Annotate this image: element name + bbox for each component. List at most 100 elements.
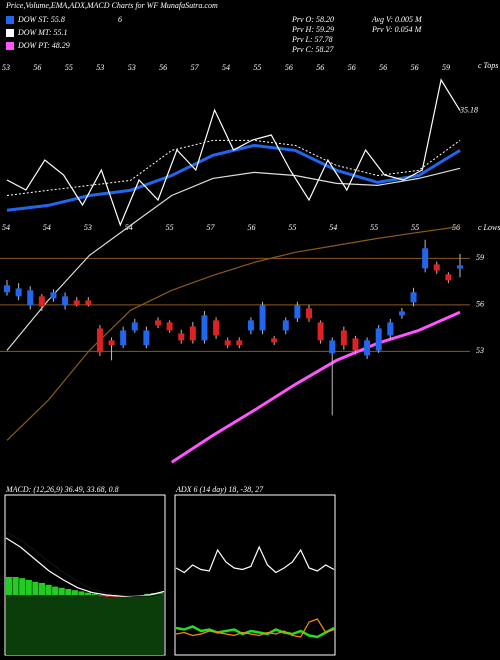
candle-body bbox=[387, 322, 394, 336]
line bbox=[5, 531, 165, 597]
candle-body bbox=[96, 328, 103, 353]
top-label: 56 bbox=[411, 63, 419, 72]
top-label: 55 bbox=[253, 63, 261, 72]
candle-body bbox=[364, 340, 371, 356]
legend-label: DOW PT: 48.29 bbox=[17, 41, 70, 50]
histogram-bar bbox=[144, 593, 151, 595]
top-label: 55 bbox=[65, 63, 73, 72]
line bbox=[6, 78, 461, 227]
candle-body bbox=[398, 311, 405, 316]
histogram-bar bbox=[104, 595, 111, 597]
candle-body bbox=[445, 274, 452, 281]
top-label: 54 bbox=[222, 63, 230, 72]
histogram-bar bbox=[52, 586, 59, 595]
candle-body bbox=[85, 300, 92, 305]
low-label: 55 bbox=[411, 223, 419, 232]
histogram-bar bbox=[78, 591, 85, 595]
line bbox=[175, 545, 335, 574]
lows-label: c Lows bbox=[478, 223, 500, 232]
line bbox=[6, 139, 461, 196]
candle-body bbox=[329, 340, 336, 354]
candle-body bbox=[108, 340, 115, 346]
top-label: 57 bbox=[191, 63, 200, 72]
histogram-bar bbox=[6, 577, 13, 595]
candle-body bbox=[166, 322, 173, 331]
histogram-bar bbox=[91, 593, 98, 595]
low-label: 54 bbox=[2, 223, 10, 232]
low-label: 55 bbox=[370, 223, 378, 232]
top-label: 56 bbox=[285, 63, 293, 72]
candle-body bbox=[155, 320, 161, 326]
legend-label: DOW MT: 55.1 bbox=[17, 28, 68, 37]
candle-body bbox=[317, 322, 324, 341]
candle-body bbox=[27, 290, 34, 306]
candle-body bbox=[213, 320, 220, 336]
level-label: 59 bbox=[476, 253, 484, 262]
candle-body bbox=[306, 308, 312, 319]
top-label: 53 bbox=[96, 63, 104, 72]
candle-body bbox=[259, 305, 266, 331]
top-label: 56 bbox=[159, 63, 167, 72]
stat: Prv V: 0.054 M bbox=[371, 25, 423, 34]
candle-body bbox=[38, 296, 45, 307]
histogram-bar bbox=[98, 595, 105, 597]
candle-body bbox=[433, 264, 440, 271]
candle-body bbox=[236, 340, 243, 346]
low-label: 54 bbox=[329, 223, 337, 232]
histogram-bar bbox=[19, 578, 26, 595]
legend-swatch bbox=[6, 42, 14, 50]
histogram-bar bbox=[25, 580, 32, 595]
candle-body bbox=[201, 315, 208, 341]
adx-title: ADX 6 (14 day) 18, -38, 27 bbox=[175, 485, 264, 494]
candle-body bbox=[457, 265, 463, 269]
stat: Prv C: 58.27 bbox=[291, 45, 335, 54]
candle-body bbox=[143, 330, 150, 346]
top-label: 56 bbox=[348, 63, 356, 72]
histogram-bar bbox=[45, 584, 52, 595]
top-label: 56 bbox=[33, 63, 41, 72]
candle-body bbox=[375, 328, 382, 351]
level-label: 56 bbox=[476, 300, 484, 309]
top-label: 56 bbox=[379, 63, 387, 72]
candle-body bbox=[422, 248, 429, 269]
line bbox=[170, 310, 461, 464]
stat: Prv H: 59.29 bbox=[291, 25, 334, 34]
candle-body bbox=[50, 292, 57, 299]
last-value-label: 35.18 bbox=[459, 105, 478, 114]
candle-body bbox=[189, 326, 196, 341]
level-label: 53 bbox=[476, 346, 484, 355]
line bbox=[6, 167, 461, 351]
line bbox=[175, 625, 335, 639]
top-label: 56 bbox=[316, 63, 324, 72]
macd-bg bbox=[6, 595, 164, 655]
histogram-bar bbox=[38, 583, 45, 595]
tops-label: c Tops bbox=[478, 61, 498, 70]
top-label: 53 bbox=[128, 63, 136, 72]
candle-body bbox=[178, 333, 185, 341]
candle-body bbox=[271, 338, 278, 343]
candle-body bbox=[352, 338, 359, 351]
candle-body bbox=[4, 285, 10, 293]
stat: Prv L: 57.78 bbox=[291, 35, 333, 44]
histogram-bar bbox=[58, 587, 65, 595]
histogram-bar bbox=[65, 589, 72, 595]
candle-body bbox=[120, 330, 127, 346]
legend-swatch bbox=[6, 16, 14, 24]
legend-note: 6 bbox=[118, 15, 122, 24]
candle-body bbox=[73, 300, 80, 305]
top-label: 59 bbox=[442, 63, 450, 72]
macd-title: MACD: (12,26,9) 36.49, 33.68, 0.8 bbox=[5, 485, 119, 494]
candle-body bbox=[282, 320, 289, 331]
histogram-bar bbox=[85, 592, 92, 595]
low-label: 53 bbox=[84, 223, 92, 232]
stat: Prv O: 58.20 bbox=[291, 15, 334, 24]
legend-swatch bbox=[6, 29, 14, 37]
candle-body bbox=[294, 305, 301, 319]
histogram-bar bbox=[71, 590, 78, 595]
candle-body bbox=[340, 330, 347, 346]
histogram-bar bbox=[12, 577, 19, 595]
candle-body bbox=[410, 292, 417, 303]
low-label: 56 bbox=[247, 223, 255, 232]
candle-body bbox=[131, 322, 138, 331]
